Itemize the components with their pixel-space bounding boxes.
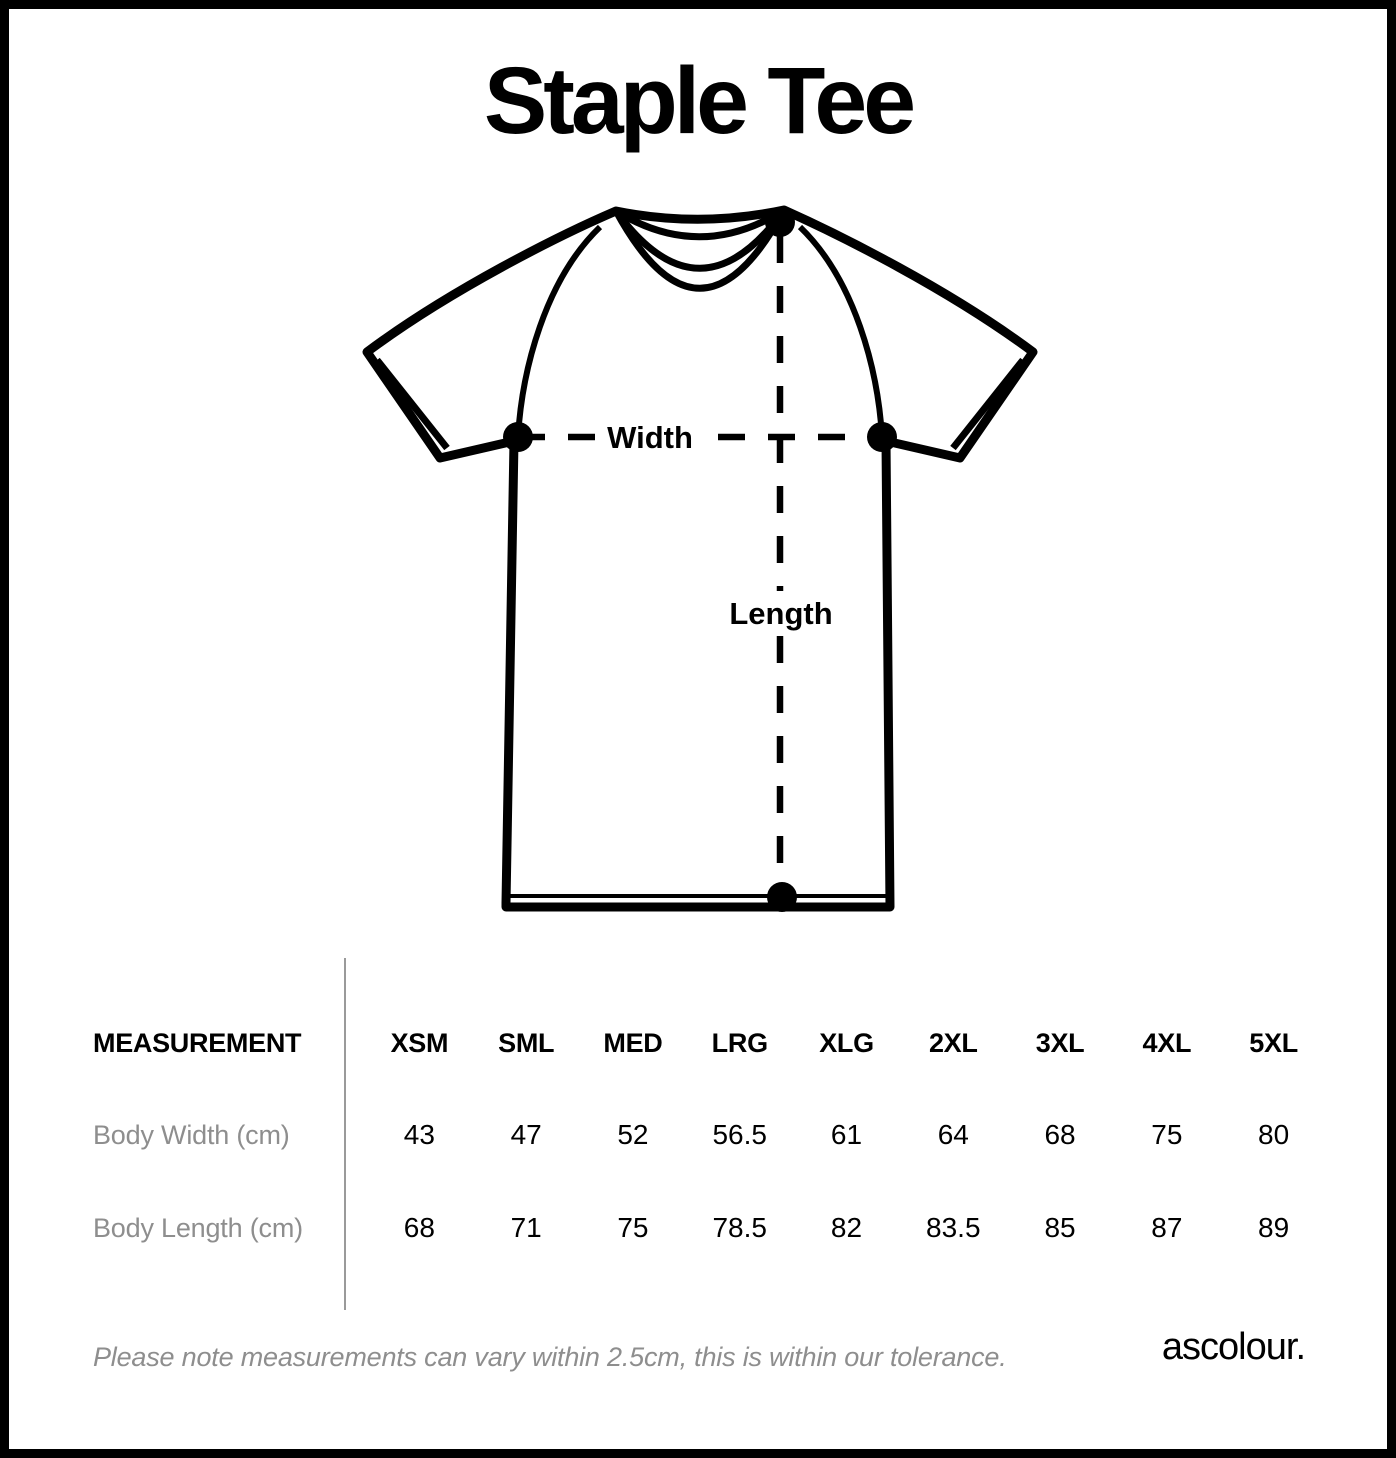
body-width-3xl: 68 xyxy=(1044,1119,1076,1150)
row-label-body-width: Body Width (cm) xyxy=(93,1119,290,1150)
length-label-bg xyxy=(723,591,839,635)
collar-arc-outer xyxy=(612,208,788,292)
width-label-bg xyxy=(600,415,700,459)
neck-point-dot xyxy=(765,207,795,237)
collar-arc-inner xyxy=(614,207,786,241)
tee-outline xyxy=(362,205,1038,912)
body-length-xlg: 82 xyxy=(830,1212,863,1243)
right-armpit-dot xyxy=(867,422,897,452)
body-width-5xl: 80 xyxy=(1258,1119,1290,1150)
brand-logo: ascolour. xyxy=(1161,1326,1306,1368)
size-header-lrg: LRG xyxy=(711,1027,768,1058)
body-width-med: 52 xyxy=(617,1119,649,1150)
body-width-4xl: 75 xyxy=(1151,1119,1183,1150)
body-length-lrg: 78.5 xyxy=(712,1212,767,1243)
body-length-2xl: 83.5 xyxy=(926,1212,981,1243)
size-header-sml: SML xyxy=(498,1027,555,1058)
hem-point-dot xyxy=(767,882,797,912)
collar-arc-middle xyxy=(613,207,787,272)
table-divider-line xyxy=(344,958,346,1310)
tolerance-note: Please note measurements can vary within… xyxy=(93,1342,1007,1372)
body-length-5xl: 89 xyxy=(1258,1212,1290,1243)
body-length-3xl: 85 xyxy=(1044,1212,1076,1243)
size-header-2xl: 2XL xyxy=(928,1027,978,1058)
left-armpit-dot xyxy=(503,422,533,452)
left-armhole-seam xyxy=(515,224,603,438)
size-table: MEASUREMENT XSM SML MED LRG XLG 2XL 3XL … xyxy=(84,1009,1327,1263)
size-header-med: MED xyxy=(603,1027,663,1058)
body-width-xsm: 43 xyxy=(403,1119,435,1150)
left-cuff-hem-line xyxy=(374,357,450,451)
right-armhole-seam xyxy=(797,224,885,438)
body-width-2xl: 64 xyxy=(937,1119,969,1150)
body-width-lrg: 56.5 xyxy=(712,1119,767,1150)
size-header-xlg: XLG xyxy=(819,1027,874,1058)
body-width-xlg: 61 xyxy=(830,1119,863,1150)
body-length-sml: 71 xyxy=(510,1212,542,1243)
size-header-5xl: 5XL xyxy=(1249,1027,1298,1058)
body-length-xsm: 68 xyxy=(403,1212,435,1243)
body-width-sml: 47 xyxy=(510,1119,542,1150)
body-length-4xl: 87 xyxy=(1151,1212,1183,1243)
width-label: Width xyxy=(607,420,693,455)
right-cuff-hem-line xyxy=(950,357,1026,451)
size-header-3xl: 3XL xyxy=(1035,1027,1085,1058)
size-header-xsm: XSM xyxy=(390,1027,449,1058)
size-header-4xl: 4XL xyxy=(1142,1027,1192,1058)
page-title: Staple Tee xyxy=(483,48,916,154)
tee-diagram: Width Length xyxy=(362,205,1038,912)
row-label-body-length: Body Length (cm) xyxy=(93,1212,303,1243)
body-length-med: 75 xyxy=(617,1212,649,1243)
measurement-header: MEASUREMENT xyxy=(93,1027,302,1058)
length-label: Length xyxy=(729,596,832,631)
